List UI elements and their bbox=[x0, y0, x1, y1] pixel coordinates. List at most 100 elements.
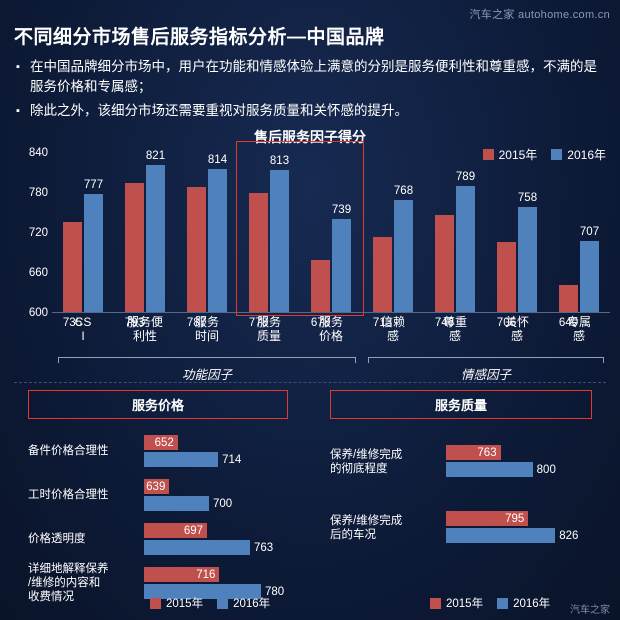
bar-2016: 777 bbox=[84, 179, 103, 312]
hbar-2016: 826 bbox=[446, 528, 578, 543]
legend-item-2016: 2016年 bbox=[497, 595, 550, 611]
hbar-2015: 795 bbox=[446, 511, 529, 526]
bar-2015: 640 bbox=[559, 285, 578, 329]
legend-swatch-blue bbox=[497, 597, 509, 609]
hbar-value-label: 652 bbox=[154, 436, 174, 449]
legend-swatch-blue bbox=[551, 149, 563, 160]
hbar-row: 工时价格合理性 639 700 bbox=[28, 475, 288, 515]
bar-group: 746 789 bbox=[424, 153, 486, 329]
y-tick: 840 bbox=[28, 147, 48, 159]
bar-value-label: 777 bbox=[83, 179, 104, 191]
hbar-pair: 716 780 bbox=[144, 567, 284, 601]
bottom-legend-right: 2015年 2016年 bbox=[430, 595, 550, 611]
hbar-2015: 639 bbox=[144, 479, 170, 494]
watermark-top: 汽车之家 autohome.com.cn bbox=[469, 9, 610, 21]
hbar-value-label: 780 bbox=[265, 585, 285, 598]
bar-value-label: 758 bbox=[517, 191, 538, 204]
legend-item-2016: 2016年 bbox=[217, 595, 270, 611]
bar-value-label: 793 bbox=[124, 317, 145, 329]
hbar-category-label: 详细地解释保养/维修的内容和 收费情况 bbox=[28, 563, 109, 603]
hbar-value-label: 700 bbox=[213, 497, 233, 510]
watermark-bottom: 汽车之家 bbox=[570, 605, 610, 616]
bar-value-label: 787 bbox=[186, 317, 207, 329]
bar-group: 793 821 bbox=[114, 150, 176, 329]
hbar-category-label: 工时价格合理性 bbox=[28, 489, 109, 501]
bar-2016: 789 bbox=[456, 171, 475, 312]
hbar-value-label: 763 bbox=[253, 541, 274, 554]
page-title: 不同细分市场售后服务指标分析—中国品牌 bbox=[14, 27, 385, 48]
y-tick: 660 bbox=[28, 267, 48, 279]
hbar-pair: 763 800 bbox=[446, 445, 576, 479]
hbar-2015: 652 bbox=[144, 435, 178, 450]
bar-value-label: 707 bbox=[579, 225, 600, 238]
group-label: 情感因子 bbox=[460, 368, 511, 382]
bar-group: 678 739 bbox=[300, 153, 362, 329]
bar-value-label: 813 bbox=[269, 155, 290, 167]
legend-label-2016: 2016年 bbox=[567, 148, 606, 162]
hbar-value-label: 716 bbox=[196, 568, 216, 581]
bar-value-label: 678 bbox=[310, 317, 331, 329]
bar-2016: 813 bbox=[270, 155, 289, 312]
hbar-2015: 697 bbox=[144, 523, 208, 538]
legend-item-2015: 2015年 bbox=[430, 595, 483, 611]
bar-value-label: 821 bbox=[145, 149, 166, 162]
bar-group: 787 814 bbox=[176, 153, 238, 329]
section-divider bbox=[14, 382, 606, 383]
legend-item-2015: 2015年 bbox=[150, 595, 203, 611]
bar-value-label: 746 bbox=[434, 317, 455, 329]
bar-2016: 821 bbox=[146, 150, 165, 312]
y-axis: 600 660 720 780 840 bbox=[10, 147, 50, 319]
group-bracket bbox=[58, 357, 356, 363]
factor-group-band: 功能因子 情感因子 bbox=[52, 357, 610, 383]
x-tick-label: 信赖感 bbox=[380, 315, 405, 343]
y-tick: 600 bbox=[28, 307, 48, 319]
hbar-2016: 780 bbox=[144, 584, 284, 599]
legend-item-2015: 2015年 bbox=[482, 146, 537, 163]
bar-2016: 814 bbox=[208, 154, 227, 312]
hbar-category-label: 备件价格合理性 bbox=[28, 445, 109, 457]
hbar-category-label: 保养/维修完成 后的车况 bbox=[330, 515, 403, 541]
bar-2015: 793 bbox=[125, 183, 144, 329]
x-tick-label: 服务 时间 bbox=[194, 315, 219, 343]
x-tick-label: 关怀感 bbox=[504, 315, 529, 343]
bar-value-label: 739 bbox=[331, 204, 352, 217]
hbar-row: 备件价格合理性 652 714 bbox=[28, 431, 288, 471]
bar-value-label: 778 bbox=[248, 317, 269, 329]
bar-2015: 735 bbox=[63, 222, 82, 329]
hbar-value-label: 697 bbox=[183, 524, 204, 537]
legend-swatch-red bbox=[430, 597, 441, 609]
bar-group: 778 813 bbox=[238, 153, 300, 329]
legend-label-2016: 2016年 bbox=[513, 598, 551, 610]
main-bar-chart: 600 660 720 780 840 735 777 793 821 787 814 778 813… bbox=[10, 141, 610, 382]
hbar-value-label: 826 bbox=[559, 529, 579, 542]
bar-value-label: 814 bbox=[207, 154, 228, 167]
bar-2015: 787 bbox=[187, 187, 206, 329]
bar-value-label: 768 bbox=[393, 185, 414, 197]
bar-2015: 746 bbox=[435, 214, 454, 329]
x-tick-label: 尊重感 bbox=[442, 315, 467, 343]
panel-service-quality: 服务质量 保养/维修完成 的彻底程度 763 800 保养/维修完成 后的车况 795 826 bbox=[330, 390, 592, 563]
hbar-2016: 763 bbox=[144, 540, 273, 555]
panel-price-rows: 备件价格合理性 652 714 工时价格合理性 639 700 价格透明度 697 763 详细地… bbox=[28, 431, 288, 603]
legend-item-2016: 2016年 bbox=[551, 146, 606, 163]
hbar-value-label: 639 bbox=[146, 480, 166, 493]
plot-area: 735 777 793 821 787 814 778 813 678 739 713 768 746 7… bbox=[52, 150, 610, 329]
legend-swatch-red bbox=[482, 149, 494, 160]
bar-2016: 768 bbox=[394, 185, 413, 312]
hbar-row: 保养/维修完成 的彻底程度 763 800 bbox=[330, 431, 592, 493]
panel-quality-title: 服务质量 bbox=[330, 390, 592, 419]
main-chart-legend: 2015年 2016年 bbox=[482, 146, 606, 163]
x-tick-label: 服务 价格 bbox=[318, 315, 343, 343]
panel-quality-rows: 保养/维修完成 的彻底程度 763 800 保养/维修完成 后的车况 795 826 bbox=[330, 431, 592, 559]
bar-group: 735 777 bbox=[52, 153, 114, 329]
bar-2015: 705 bbox=[497, 242, 516, 329]
bar-value-label: 705 bbox=[496, 317, 517, 329]
bullet-item: 除此之外，该细分市场还需要重视对服务质量和关怀感的提升。 bbox=[16, 101, 606, 121]
x-tick-label: 服务便 利性 bbox=[126, 315, 163, 343]
x-axis-labels: CS I 服务便 利性 服务 时间 服务 质量 服务 价格 信赖感 尊重感 关怀感 专属感 bbox=[52, 315, 610, 355]
legend-swatch-red bbox=[150, 597, 161, 609]
panel-service-price: 服务价格 备件价格合理性 652 714 工时价格合理性 639 700 价格透明度 697 7… bbox=[28, 390, 288, 607]
hbar-category-label: 价格透明度 bbox=[28, 533, 86, 545]
hbar-value-label: 714 bbox=[222, 453, 242, 466]
bar-2016: 758 bbox=[518, 192, 537, 312]
